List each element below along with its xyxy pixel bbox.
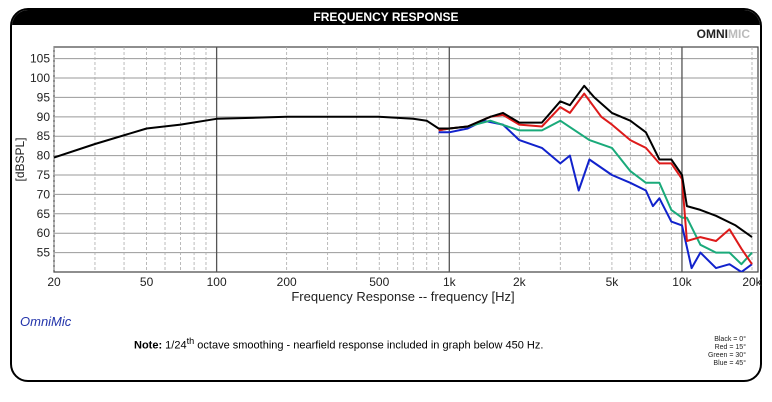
y-tick-label: 65 <box>37 207 51 221</box>
brand-logo: OMNIMIC <box>696 27 750 41</box>
y-tick-label: 75 <box>37 168 51 182</box>
x-tick-label: 1k <box>443 275 457 289</box>
y-tick-label: 55 <box>37 246 51 260</box>
x-tick-label: 5k <box>606 275 620 289</box>
y-tick-label: 90 <box>37 110 51 124</box>
x-tick-label: 500 <box>369 275 389 289</box>
y-tick-label: 60 <box>37 226 51 240</box>
y-tick-label: 100 <box>30 71 50 85</box>
legend-blue: Blue = 45° <box>713 360 746 367</box>
legend-black: Black = 0° <box>714 336 746 343</box>
y-tick-label: 95 <box>37 90 51 104</box>
y-axis-label: [dBSPL] <box>13 137 27 181</box>
series-line-red <box>438 92 753 265</box>
y-tick-label: 105 <box>30 52 50 66</box>
x-tick-label: 2k <box>513 275 527 289</box>
y-tick-label: 80 <box>37 149 51 163</box>
y-tick-label: 70 <box>37 187 51 201</box>
chart-title: FREQUENCY RESPONSE <box>12 10 760 25</box>
series-line-green <box>438 119 753 266</box>
x-tick-label: 20 <box>47 275 61 289</box>
legend-green: Green = 30° <box>707 352 746 359</box>
series-line-black <box>54 84 753 238</box>
legend-red: Red = 15° <box>714 344 746 351</box>
smoothing-note: Note: 1/24th octave smoothing - nearfiel… <box>134 336 544 352</box>
plot-area <box>53 46 759 273</box>
y-tick-label: 85 <box>37 129 51 143</box>
x-tick-label: 10k <box>672 275 692 289</box>
x-axis-label: Frequency Response -- frequency [Hz] <box>291 289 514 304</box>
x-tick-label: 20k <box>742 275 762 289</box>
legend: Black = 0° Red = 15° Green = 30° Blue = … <box>708 336 746 368</box>
x-tick-label: 50 <box>140 275 154 289</box>
x-tick-label: 100 <box>207 275 227 289</box>
x-tick-label: 200 <box>277 275 297 289</box>
app-name: OmniMic <box>20 314 72 329</box>
